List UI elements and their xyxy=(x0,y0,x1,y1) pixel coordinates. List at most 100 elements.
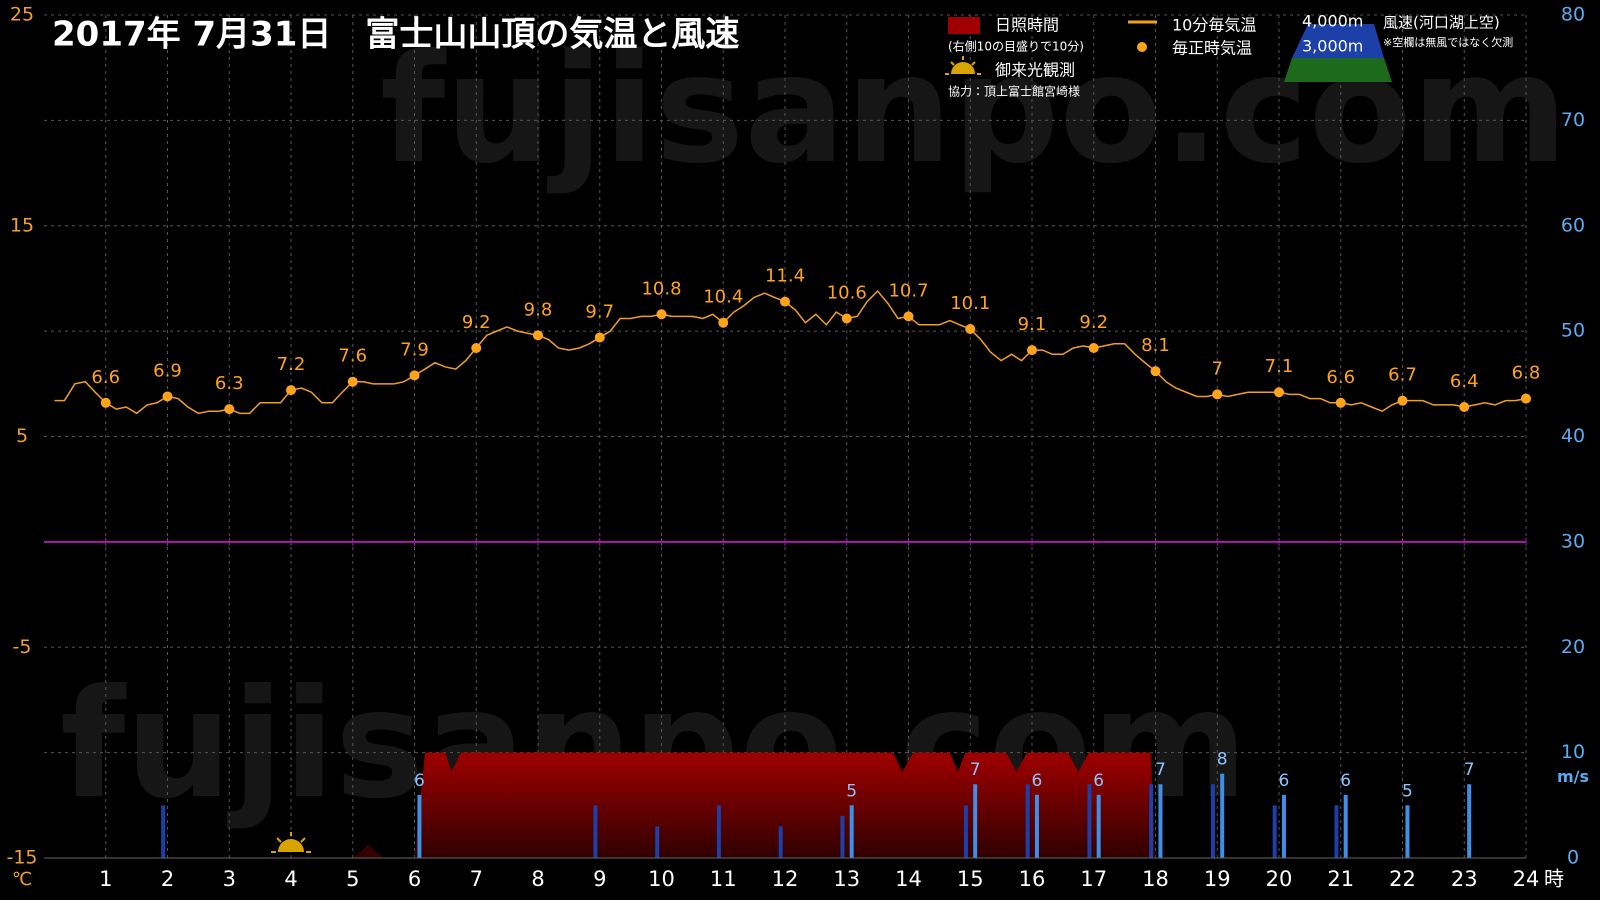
data-label: 6.6 xyxy=(91,367,120,388)
x-tick-label: 14 xyxy=(895,867,922,891)
wind-bar xyxy=(849,805,854,858)
temperature-point xyxy=(533,330,543,341)
y-tick-label: -5 xyxy=(13,636,32,658)
wind-bar xyxy=(1149,784,1154,858)
data-label: 7.2 xyxy=(277,354,306,375)
x-tick-label: 12 xyxy=(772,867,799,891)
temperature-point xyxy=(1521,393,1531,404)
x-tick-label: 16 xyxy=(1019,867,1046,891)
y2-unit: m/s xyxy=(1557,767,1589,786)
x-tick-label: 9 xyxy=(593,867,606,891)
y-tick-label: 5 xyxy=(16,425,28,447)
temperature-point xyxy=(1088,342,1099,353)
legend-label: 4,000m xyxy=(1302,12,1363,31)
data-label: 7.6 xyxy=(338,346,367,367)
y-tick-label: 15 xyxy=(10,214,34,236)
x-tick-label: 22 xyxy=(1389,867,1416,891)
temperature-point xyxy=(162,391,173,402)
legend: 2017年 7月31日 富士山山頂の気温と風速 日照時間 (右側10の目盛りで1… xyxy=(52,12,1513,99)
temperature-point xyxy=(286,385,296,396)
wind-bar xyxy=(1343,794,1348,858)
temperature-point xyxy=(1274,387,1284,398)
data-label: 9.2 xyxy=(1079,312,1108,333)
data-label: 6 xyxy=(414,771,425,791)
wind-bar xyxy=(1025,784,1030,858)
data-label: 9.2 xyxy=(462,312,491,333)
legend-label: 毎正時気温 xyxy=(1172,39,1252,58)
y2-tick-label: 0 xyxy=(1567,847,1579,869)
data-label: 7 xyxy=(1212,358,1223,379)
temperature-point xyxy=(903,311,914,322)
x-tick-label: 3 xyxy=(223,867,236,891)
temperature-point xyxy=(224,404,235,415)
wind-bar xyxy=(417,794,422,858)
temperature-point xyxy=(780,296,790,307)
data-label: 10.7 xyxy=(888,280,928,301)
x-tick-label: 11 xyxy=(710,867,737,891)
wind-bar xyxy=(1220,773,1225,858)
legend-note: (右側10の目盛りで10分) xyxy=(948,39,1084,54)
temperature-point xyxy=(347,376,358,387)
x-tick-label: 5 xyxy=(346,867,359,891)
data-label: 9.7 xyxy=(585,301,614,322)
data-label: 8.1 xyxy=(1141,335,1170,356)
x-tick-label: 10 xyxy=(648,867,675,891)
legend-swatch xyxy=(948,17,980,34)
data-label: 6.3 xyxy=(215,373,244,394)
wind-bar xyxy=(778,826,783,858)
wind-bar xyxy=(1158,784,1163,858)
y2-tick-label: 80 xyxy=(1561,4,1585,26)
data-label: 10.8 xyxy=(641,278,681,299)
x-tick-label: 15 xyxy=(957,867,984,891)
data-label: 6 xyxy=(1032,771,1043,791)
data-label: 6.9 xyxy=(153,360,182,381)
data-label: 7.1 xyxy=(1265,356,1294,377)
x-tick-label: 4 xyxy=(284,867,297,891)
sunshine-area xyxy=(352,752,1156,858)
x-tick-label: 21 xyxy=(1327,867,1354,891)
temperature-point xyxy=(965,324,976,335)
y2-tick-label: 50 xyxy=(1561,320,1585,342)
data-label: 6 xyxy=(1279,771,1290,791)
legend-swatch xyxy=(1137,42,1147,52)
data-label: 6.4 xyxy=(1450,371,1479,392)
credit: 協力：頂上富士館宮崎様 xyxy=(948,84,1080,99)
temperature-point xyxy=(656,309,667,320)
wind-bar xyxy=(973,784,978,858)
temperature-point xyxy=(1459,401,1470,412)
y-tick-label: 25 xyxy=(10,4,34,26)
temperature-point xyxy=(594,332,605,343)
legend-label: 3,000m xyxy=(1302,37,1363,56)
wind-bar xyxy=(1334,805,1339,858)
wind-bar xyxy=(1281,794,1286,858)
x-tick-label: 2 xyxy=(161,867,174,891)
data-label: 7 xyxy=(970,760,981,780)
temperature-point xyxy=(841,313,852,324)
data-label: 7.9 xyxy=(400,339,429,360)
x-unit: 時 xyxy=(1544,867,1564,891)
sunrise-marker xyxy=(271,832,311,853)
y-tick-label: -15 xyxy=(6,847,37,869)
temperature-point xyxy=(1027,345,1037,356)
wind-bar xyxy=(716,805,721,858)
temperature-point xyxy=(1335,397,1346,408)
data-label: 7 xyxy=(1464,760,1475,780)
wind-bar xyxy=(1087,784,1092,858)
x-tick-label: 18 xyxy=(1142,867,1169,891)
sun xyxy=(278,839,304,852)
data-label: 6 xyxy=(1340,771,1351,791)
temperature-point xyxy=(471,342,482,353)
wind-bar xyxy=(963,805,968,858)
data-label: 6.8 xyxy=(1512,363,1541,384)
legend-label: 日照時間 xyxy=(995,16,1059,35)
data-label: 5 xyxy=(1402,781,1413,801)
data-label: 6.6 xyxy=(1326,367,1355,388)
chart-title: 2017年 7月31日 富士山山頂の気温と風速 xyxy=(52,15,739,55)
data-label: 10.4 xyxy=(703,287,743,308)
temperature-point xyxy=(718,317,729,328)
wind-bar xyxy=(1467,784,1472,858)
